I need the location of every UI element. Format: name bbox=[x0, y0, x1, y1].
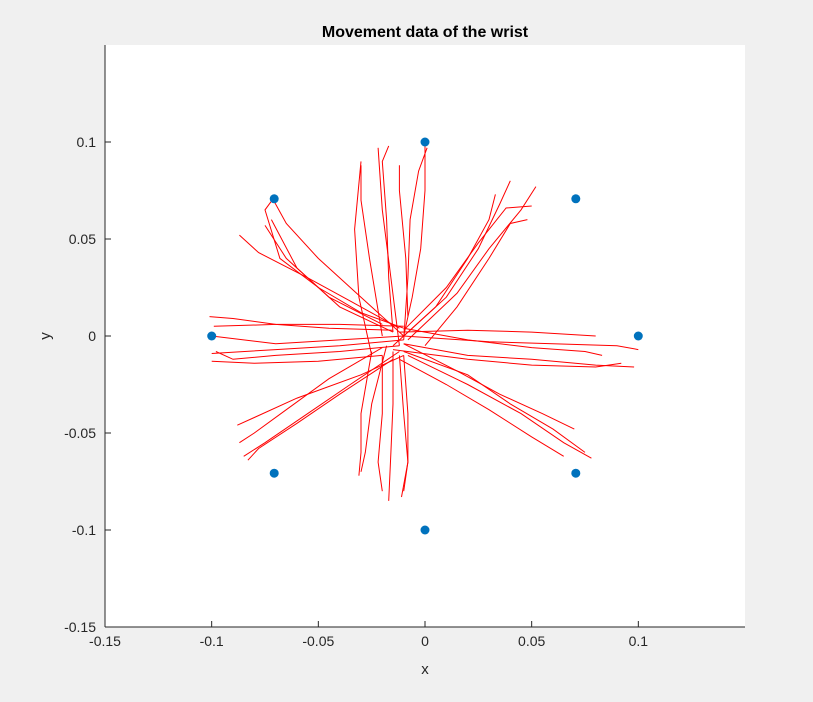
trajectory-line bbox=[264, 198, 404, 329]
plot-area bbox=[105, 45, 745, 627]
target-point bbox=[269, 194, 279, 204]
trajectory-line bbox=[403, 147, 428, 340]
trajectory-line bbox=[392, 349, 622, 368]
trajectory-line bbox=[215, 345, 400, 360]
trajectory-line bbox=[377, 355, 383, 492]
trajectory-line bbox=[403, 343, 635, 368]
trajectory-line bbox=[360, 165, 383, 337]
trajectory-line bbox=[264, 225, 383, 325]
trajectory-line bbox=[358, 351, 373, 476]
y-tick-label: -0.15 bbox=[64, 619, 96, 635]
y-tick-label: 0 bbox=[88, 328, 96, 344]
trajectory-line bbox=[398, 165, 409, 317]
target-point bbox=[420, 525, 430, 535]
trajectory-layer bbox=[209, 142, 639, 501]
trajectory-line bbox=[211, 339, 404, 354]
trajectory-line bbox=[273, 199, 405, 337]
trajectory-line bbox=[381, 145, 394, 333]
trajectory-line bbox=[399, 329, 596, 337]
trajectory-line bbox=[403, 335, 639, 351]
target-point bbox=[633, 331, 643, 341]
trajectory-line bbox=[354, 161, 373, 356]
trajectory-line bbox=[398, 355, 409, 492]
x-tick-label: -0.1 bbox=[200, 633, 224, 649]
x-tick-label: 0.05 bbox=[518, 633, 545, 649]
trajectory-line bbox=[403, 343, 575, 430]
target-point bbox=[269, 468, 279, 478]
y-axis-label: y bbox=[37, 332, 54, 340]
trajectory-line bbox=[403, 142, 426, 337]
y-tick-label: 0.1 bbox=[77, 134, 97, 150]
y-tick-layer: -0.15 -0.1 -0.05 0 0.05 0.1 bbox=[64, 134, 111, 635]
x-tick-label: 0 bbox=[421, 633, 429, 649]
trajectory-line bbox=[403, 327, 603, 356]
trajectory-line bbox=[377, 147, 400, 346]
y-tick-label: 0.05 bbox=[69, 231, 96, 247]
trajectory-line bbox=[211, 354, 383, 364]
x-tick-layer: -0.15 -0.1 -0.05 0 0.05 0.1 bbox=[89, 621, 648, 649]
target-point bbox=[571, 194, 581, 204]
y-tick-label: -0.1 bbox=[72, 522, 96, 538]
trajectory-line bbox=[213, 323, 404, 327]
trajectory-line bbox=[247, 358, 394, 461]
target-point bbox=[571, 468, 581, 478]
trajectory-line bbox=[401, 355, 409, 498]
trajectory-line bbox=[399, 358, 564, 457]
x-tick-label: -0.15 bbox=[89, 633, 121, 649]
trajectory-line bbox=[211, 335, 404, 345]
trajectory-line bbox=[392, 194, 496, 347]
trajectory-line bbox=[403, 351, 586, 453]
trajectory-line bbox=[388, 351, 394, 501]
trajectory-line bbox=[239, 347, 383, 444]
trajectory-line bbox=[360, 345, 388, 472]
y-tick-label: -0.05 bbox=[64, 425, 96, 441]
trajectory-line bbox=[243, 351, 400, 457]
trajectory-line bbox=[407, 186, 537, 341]
target-point bbox=[207, 331, 217, 341]
trajectory-line bbox=[407, 354, 592, 459]
x-axis-label: x bbox=[421, 661, 429, 678]
trajectory-line bbox=[424, 219, 528, 347]
target-point bbox=[420, 137, 430, 147]
trajectory-line bbox=[403, 205, 532, 331]
chart-title: Movement data of the wrist bbox=[322, 24, 529, 41]
x-tick-label: -0.05 bbox=[302, 633, 334, 649]
target-layer bbox=[207, 137, 643, 535]
x-tick-label: 0.1 bbox=[629, 633, 649, 649]
